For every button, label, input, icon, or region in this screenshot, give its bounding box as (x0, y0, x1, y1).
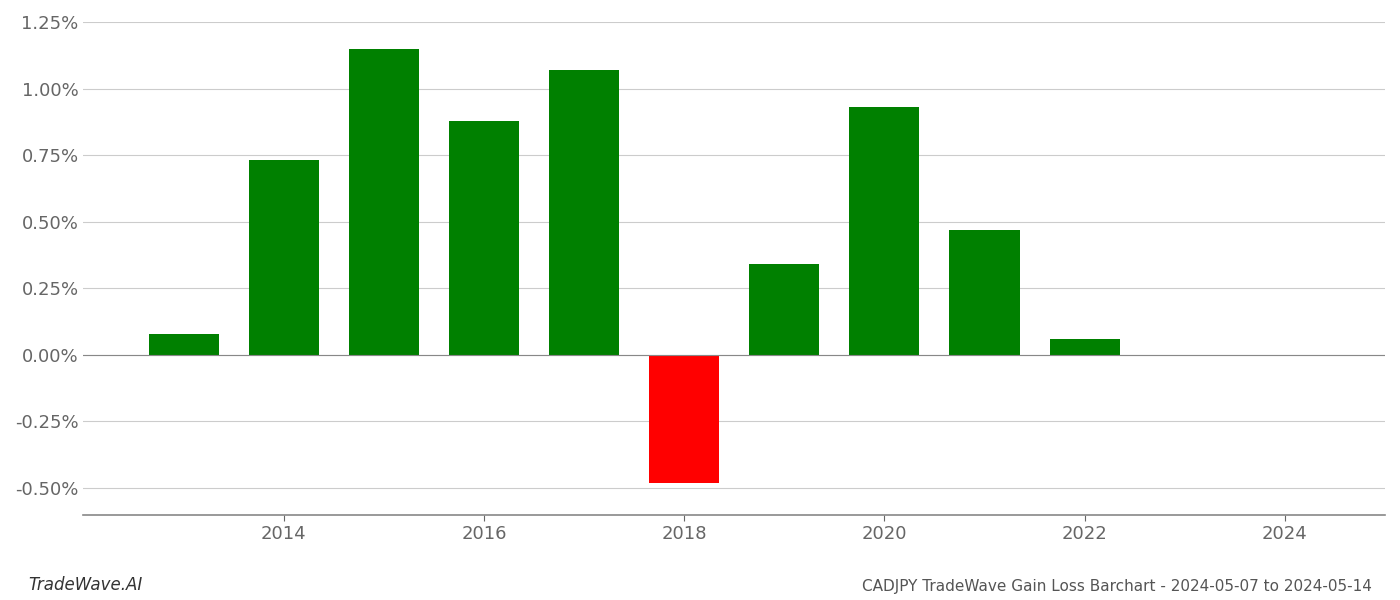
Bar (1050, 339, 1120, 355)
Bar (148, 334, 218, 355)
Bar (449, 121, 519, 355)
Text: TradeWave.AI: TradeWave.AI (28, 576, 143, 594)
Bar (349, 49, 419, 355)
Bar (549, 70, 619, 355)
Bar (749, 264, 819, 355)
Bar (650, 355, 720, 482)
Bar (949, 230, 1019, 355)
Bar (249, 160, 319, 355)
Text: CADJPY TradeWave Gain Loss Barchart - 2024-05-07 to 2024-05-14: CADJPY TradeWave Gain Loss Barchart - 20… (862, 579, 1372, 594)
Bar (850, 107, 920, 355)
